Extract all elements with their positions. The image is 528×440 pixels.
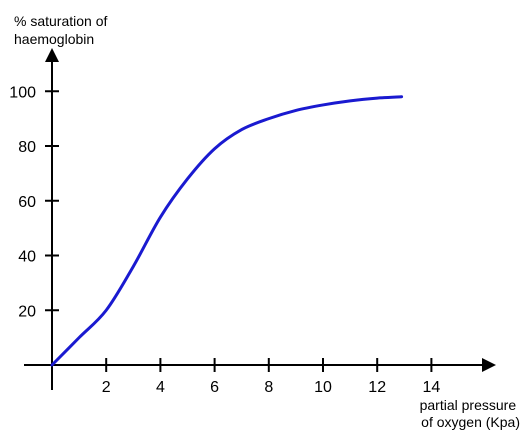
x-tick-label: 4 [156, 379, 165, 396]
y-axis-label-line2: haemoglobin [14, 31, 94, 47]
x-tick-label: 12 [368, 379, 386, 396]
x-axis-arrow [482, 358, 496, 372]
x-tick-label: 14 [423, 379, 441, 396]
x-tick-label: 10 [314, 379, 332, 396]
x-tick-label: 2 [102, 379, 111, 396]
x-tick-label: 6 [210, 379, 219, 396]
x-axis-label-line1: partial pressure [420, 397, 517, 413]
y-axis-label-line1: % saturation of [14, 13, 107, 29]
y-tick-label: 60 [18, 194, 36, 211]
y-tick-label: 40 [18, 249, 36, 266]
y-tick-label: 20 [18, 303, 36, 320]
y-axis-label: % saturation of haemoglobin [14, 13, 111, 47]
x-ticks: 2 4 6 8 10 12 14 [102, 358, 441, 396]
y-tick-label: 100 [9, 84, 36, 101]
y-ticks: 20 40 60 80 100 [9, 84, 59, 320]
x-axis-label-line2: of oxygen (Kpa) [421, 414, 520, 430]
series-layer [50, 95, 404, 367]
x-tick-label: 8 [264, 379, 273, 396]
saturation-curve [50, 95, 404, 367]
x-axis-label: partial pressure of oxygen (Kpa) [420, 397, 520, 430]
y-axis-arrow [45, 48, 59, 62]
y-tick-label: 80 [18, 139, 36, 156]
